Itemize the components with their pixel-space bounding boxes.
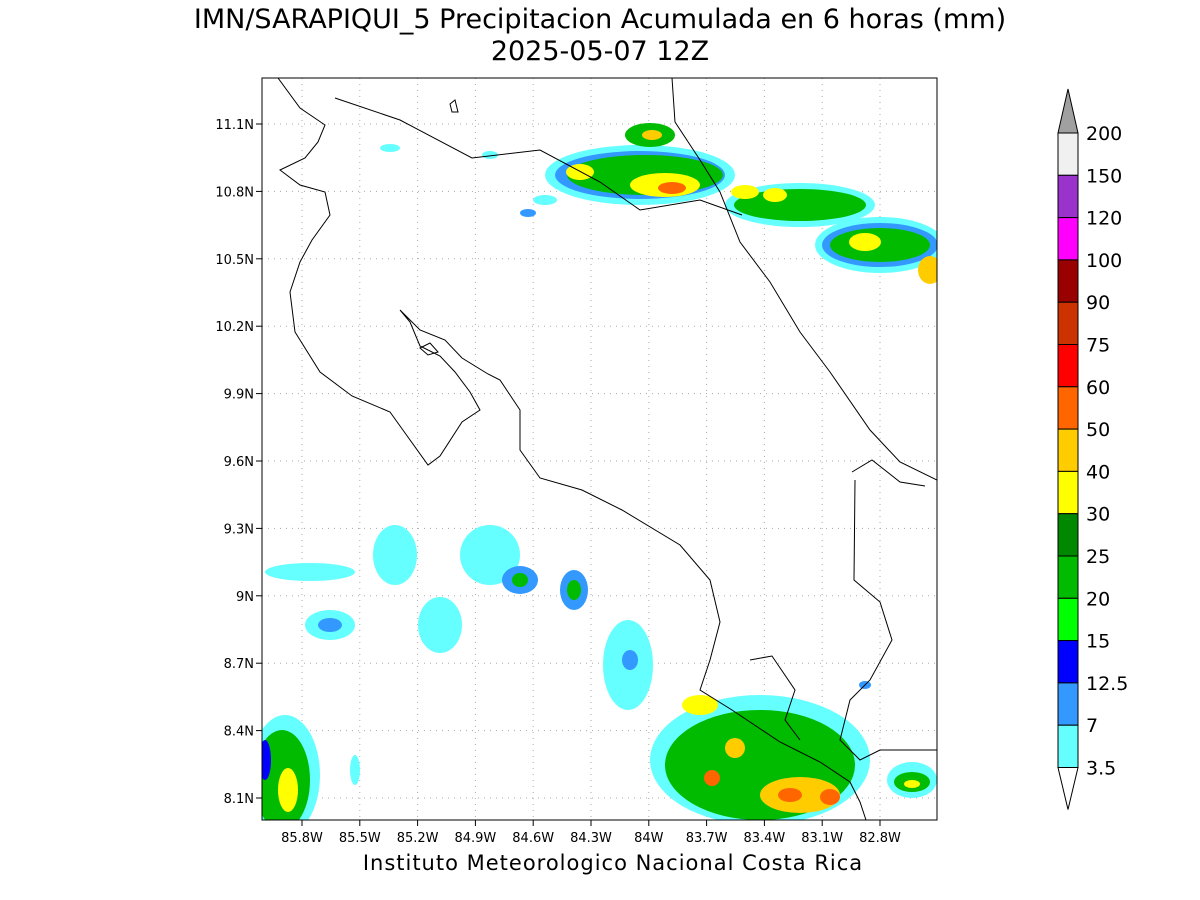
lon-label: 83.1W [801, 831, 843, 846]
title: IMN/SARAPIQUI_5 Precipitacion Acumulada … [194, 4, 1006, 35]
colorbar-label: 25 [1086, 546, 1110, 568]
lon-label: 85.2W [397, 831, 439, 846]
lon-label: 84.9W [454, 831, 496, 846]
colorbar-label: 75 [1086, 335, 1110, 357]
color-box [1057, 513, 1079, 557]
colorbar-label: 50 [1086, 419, 1110, 441]
lon-label: 83.7W [686, 831, 728, 846]
lat-label: 8.1N [224, 792, 254, 807]
colorbar-label: 40 [1086, 461, 1110, 483]
color-box [1057, 132, 1079, 176]
colorbar: 200 150 120 100 90 75 60 50 40 30 25 20 15 12.5 7 3.5 [1057, 88, 1128, 810]
color-box [1057, 344, 1079, 388]
rain-band-pacific [262, 525, 653, 820]
precipitation [262, 123, 937, 820]
color-box [1057, 470, 1079, 515]
lat-label: 9.3N [224, 522, 254, 537]
coastline [277, 78, 937, 820]
colorbar-label: 150 [1086, 165, 1122, 187]
map-frame [261, 77, 938, 821]
color-box [1057, 301, 1079, 346]
color-box [1057, 428, 1079, 472]
lat-label: 10.2N [215, 320, 254, 335]
color-box [1057, 555, 1079, 599]
color-box [1057, 640, 1079, 684]
lat-label: 9.9N [224, 388, 254, 403]
rain-band-north [380, 123, 937, 284]
color-box [1057, 217, 1079, 261]
lon-label: 84W [634, 831, 664, 846]
under-arrow [1057, 767, 1079, 810]
colorbar-label: 60 [1086, 377, 1110, 399]
lon-label: 83.4W [743, 831, 785, 846]
color-box [1057, 259, 1079, 303]
lon-label: 84.6W [512, 831, 554, 846]
color-box [1057, 597, 1079, 642]
colorbar-label: 90 [1086, 292, 1110, 314]
colorbar-label: 200 [1086, 123, 1122, 145]
lat-label: 9N [236, 590, 254, 605]
lon-label: 85.8W [281, 831, 323, 846]
lon-label: 85.5W [339, 831, 381, 846]
subtitle: 2025-05-07 12Z [491, 36, 709, 67]
lat-label: 9.6N [224, 455, 254, 470]
colorbar-label: 3.5 [1086, 758, 1116, 780]
lat-label: 11.1N [215, 118, 254, 133]
rain-band-south [650, 681, 937, 820]
colorbar-label: 100 [1086, 250, 1122, 272]
lat-label: 10.5N [215, 253, 254, 268]
footer: Instituto Meteorologico Nacional Costa R… [363, 851, 863, 875]
colorbar-label: 120 [1086, 208, 1122, 230]
colorbar-label: 12.5 [1086, 673, 1128, 695]
color-box [1057, 682, 1079, 726]
colorbar-label: 7 [1086, 715, 1098, 737]
lon-label: 82.8W [859, 831, 901, 846]
lat-label: 8.4N [224, 725, 254, 740]
lat-label: 10.8N [215, 185, 254, 200]
over-arrow [1057, 88, 1079, 134]
color-box [1057, 724, 1079, 769]
colorbar-label: 15 [1086, 631, 1110, 653]
colorbar-label: 20 [1086, 588, 1110, 610]
lat-label: 8.7N [224, 657, 254, 672]
color-box [1057, 386, 1079, 430]
lon-label: 84.3W [570, 831, 612, 846]
color-box [1057, 174, 1079, 219]
colorbar-label: 30 [1086, 504, 1110, 526]
